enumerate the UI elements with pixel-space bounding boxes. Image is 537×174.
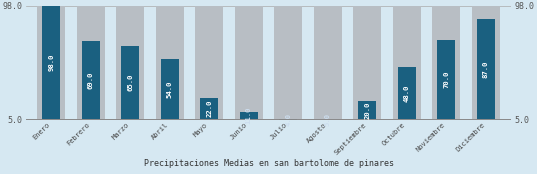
Bar (477, 19, 495, 119)
Bar (437, 40, 455, 119)
Bar (156, 6, 184, 119)
Bar (235, 6, 263, 119)
Bar (161, 60, 179, 119)
Text: 4.0: 4.0 (285, 113, 291, 126)
Text: 69.0: 69.0 (88, 71, 94, 89)
Bar (279, 119, 297, 120)
Bar (393, 6, 421, 119)
Text: 70.0: 70.0 (443, 71, 449, 88)
Bar (274, 6, 302, 119)
Bar (240, 112, 258, 119)
Text: 98.0: 98.0 (48, 54, 54, 71)
Text: 5.0: 5.0 (325, 113, 331, 126)
Bar (116, 6, 144, 119)
Text: 22.0: 22.0 (206, 100, 212, 117)
Bar (314, 6, 342, 119)
Text: 11.0: 11.0 (246, 107, 252, 124)
Bar (195, 6, 223, 119)
Bar (358, 101, 376, 119)
Bar (432, 6, 461, 119)
X-axis label: Precipitaciones Medias en san bartolome de pinares: Precipitaciones Medias en san bartolome … (143, 159, 394, 168)
Bar (42, 6, 60, 119)
Text: 87.0: 87.0 (483, 60, 489, 78)
Bar (76, 6, 105, 119)
Bar (398, 67, 416, 119)
Bar (82, 41, 100, 119)
Bar (37, 6, 66, 119)
Bar (471, 6, 500, 119)
Bar (121, 46, 139, 119)
Bar (353, 6, 381, 119)
Text: 20.0: 20.0 (364, 101, 370, 119)
Text: 65.0: 65.0 (127, 74, 133, 91)
Text: 54.0: 54.0 (167, 81, 173, 98)
Bar (200, 98, 218, 119)
Text: 48.0: 48.0 (404, 84, 410, 102)
